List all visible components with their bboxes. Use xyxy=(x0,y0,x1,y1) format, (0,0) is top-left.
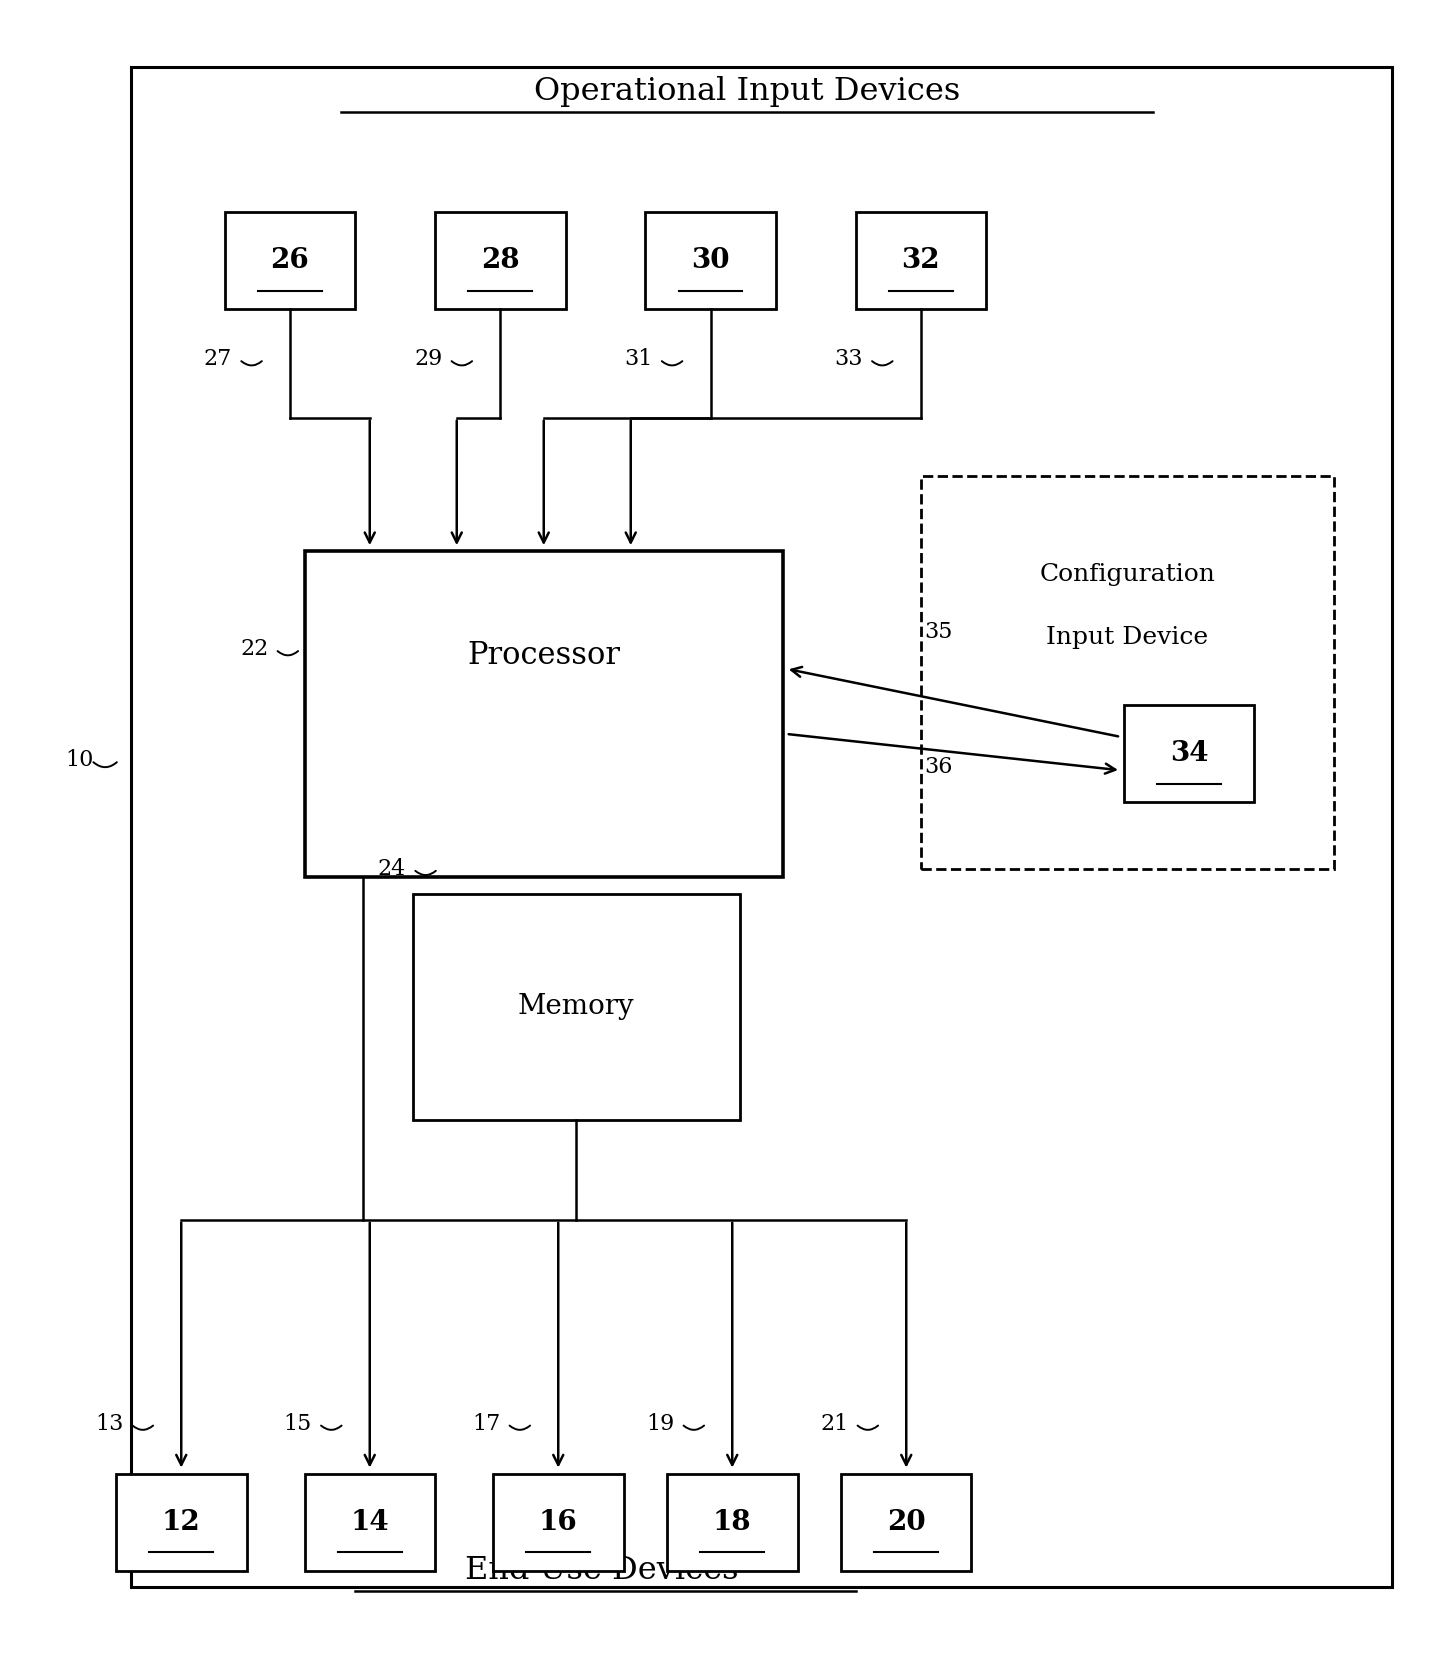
Bar xyxy=(435,212,566,309)
Text: 17: 17 xyxy=(473,1412,500,1435)
Text: 18: 18 xyxy=(713,1509,751,1536)
Bar xyxy=(413,894,740,1120)
Text: 28: 28 xyxy=(481,247,519,274)
Text: 21: 21 xyxy=(821,1412,848,1435)
Bar xyxy=(856,212,986,309)
Text: Memory: Memory xyxy=(518,993,635,1021)
Text: Input Device: Input Device xyxy=(1047,627,1208,650)
Text: 29: 29 xyxy=(415,348,442,371)
Text: 36: 36 xyxy=(925,757,953,779)
Text: 19: 19 xyxy=(647,1412,674,1435)
Bar xyxy=(667,1474,798,1571)
Bar xyxy=(304,551,783,877)
Text: 12: 12 xyxy=(162,1509,200,1536)
Text: 30: 30 xyxy=(692,247,729,274)
Text: 14: 14 xyxy=(351,1509,389,1536)
Bar xyxy=(645,212,776,309)
Text: 13: 13 xyxy=(94,1412,123,1435)
Text: 32: 32 xyxy=(902,247,940,274)
Text: Processor: Processor xyxy=(467,640,621,672)
Text: 24: 24 xyxy=(378,857,406,881)
Bar xyxy=(304,1474,435,1571)
Bar xyxy=(130,67,1392,1587)
Text: 31: 31 xyxy=(624,348,652,371)
Text: 20: 20 xyxy=(887,1509,925,1536)
Bar xyxy=(493,1474,624,1571)
Text: 16: 16 xyxy=(539,1509,577,1536)
Text: 10: 10 xyxy=(65,749,94,772)
Text: Operational Input Devices: Operational Input Devices xyxy=(534,77,960,107)
Text: 27: 27 xyxy=(204,348,232,371)
Text: 33: 33 xyxy=(834,348,863,371)
Text: 15: 15 xyxy=(284,1412,312,1435)
Text: Configuration: Configuration xyxy=(1040,563,1215,587)
Text: 35: 35 xyxy=(925,622,953,643)
Text: 34: 34 xyxy=(1170,740,1208,767)
Bar xyxy=(1124,705,1254,802)
Text: End Use Devices: End Use Devices xyxy=(465,1556,738,1586)
Text: 26: 26 xyxy=(271,247,309,274)
Text: 22: 22 xyxy=(241,638,268,660)
Bar xyxy=(921,476,1334,869)
Bar xyxy=(841,1474,972,1571)
Bar xyxy=(225,212,355,309)
Bar xyxy=(116,1474,247,1571)
